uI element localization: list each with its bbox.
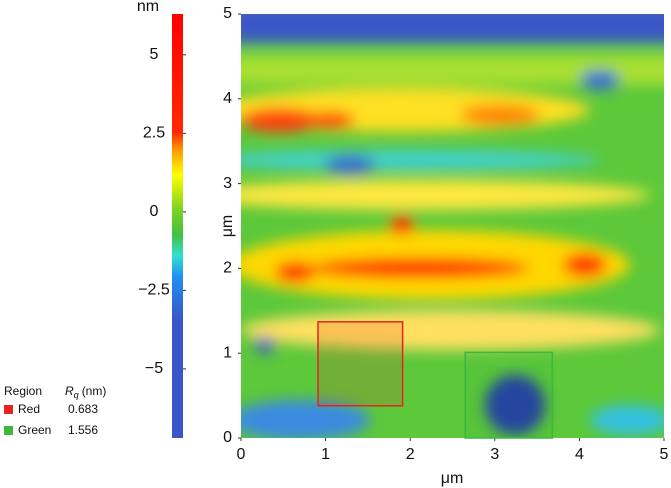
colorbar-tick-label: 5 — [150, 46, 159, 63]
x-tick-label: 2 — [406, 446, 415, 463]
rq-unit: (nm) — [82, 384, 107, 398]
x-tick-label: 4 — [575, 446, 584, 463]
colorbar — [172, 14, 183, 438]
y-tick-label: 5 — [223, 5, 232, 22]
x-tick-label: 5 — [660, 446, 669, 463]
region-box — [317, 321, 404, 407]
legend-rq-value: 1.556 — [68, 423, 98, 437]
rq-symbol: R — [65, 384, 74, 398]
y-tick-label: 4 — [223, 90, 232, 107]
x-tick-label: 3 — [490, 446, 499, 463]
legend-region-name: Red — [18, 402, 40, 416]
y-tick-label: 2 — [223, 260, 232, 277]
colorbar-tick-label: −5 — [145, 360, 163, 377]
legend-rq-value: 0.683 — [68, 402, 98, 416]
colorbar-label: nm — [137, 0, 159, 15]
colorbar-tick-label: −2.5 — [138, 282, 170, 299]
x-tick-label: 1 — [321, 446, 330, 463]
legend-swatch — [4, 426, 13, 435]
y-tick-label: 1 — [223, 344, 232, 361]
legend: Region Rq (nm) — [4, 384, 106, 400]
x-axis-label: μm — [441, 470, 464, 487]
colorbar-tick-label: 2.5 — [143, 125, 165, 142]
y-axis-label: μm — [219, 215, 236, 238]
legend-swatch — [4, 405, 13, 414]
y-tick-label: 3 — [223, 175, 232, 192]
x-tick-label: 0 — [237, 446, 246, 463]
rq-subscript: q — [74, 390, 79, 400]
height-map — [241, 14, 664, 438]
colorbar-tick-label: 0 — [150, 203, 159, 220]
legend-rq-header: Rq (nm) — [65, 384, 106, 400]
legend-title: Region — [4, 384, 42, 398]
y-tick-label: 0 — [223, 429, 232, 446]
region-box — [464, 351, 554, 439]
legend-region-name: Green — [18, 423, 51, 437]
